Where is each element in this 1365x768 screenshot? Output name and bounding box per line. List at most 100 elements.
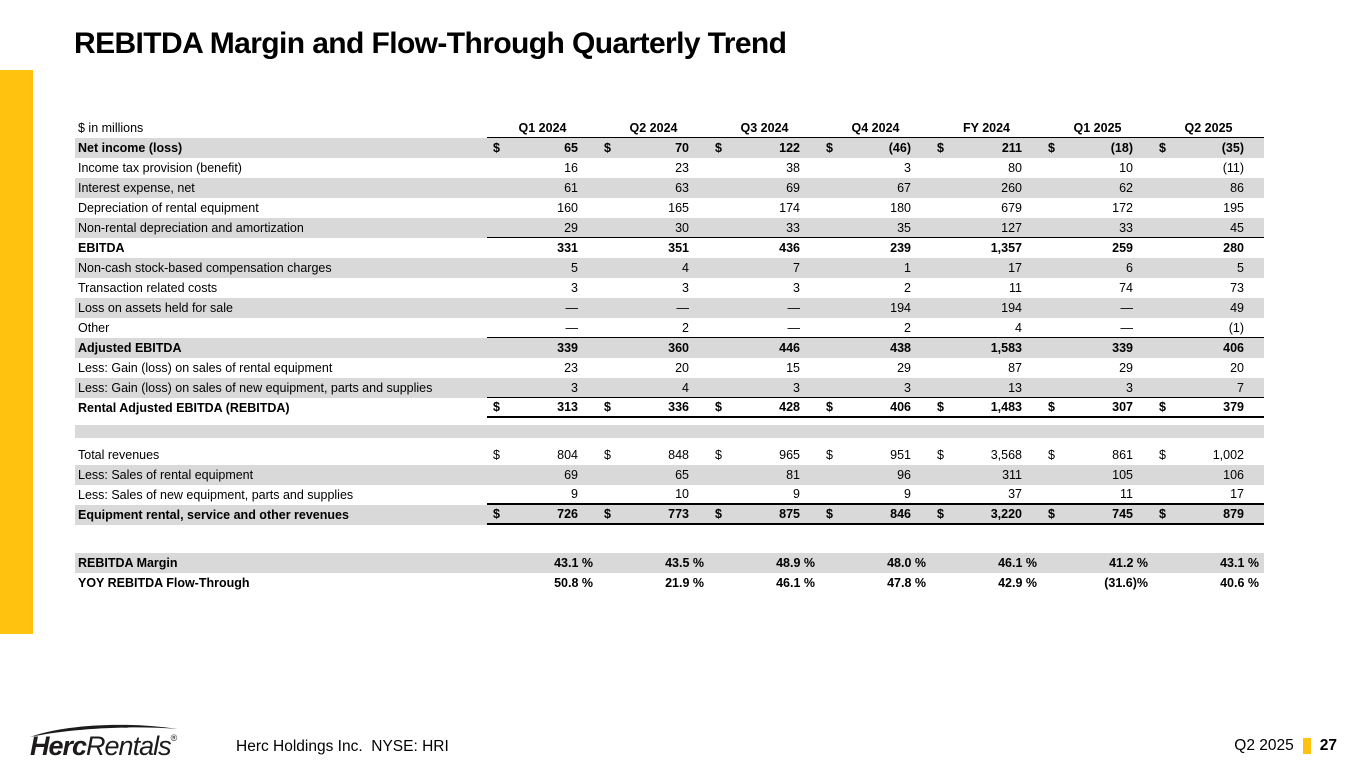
row-label: REBITDA Margin: [78, 556, 178, 570]
cell-value: 70: [675, 141, 689, 155]
cell-value: 339: [1112, 341, 1133, 355]
value-cell: 4: [931, 318, 1042, 337]
value-cell: 6: [1042, 258, 1153, 278]
table-unit-label: $ in millions: [78, 121, 144, 135]
row-label: Equipment rental, service and other reve…: [78, 508, 349, 522]
table-row: Non-cash stock-based compensation charge…: [75, 258, 1264, 278]
table-row: Transaction related costs 3 3 3 2 11 74 73: [75, 278, 1264, 298]
cell-value: 3: [904, 380, 911, 395]
row-label: Loss on assets held for sale: [78, 301, 233, 315]
value-cell: 1: [820, 258, 931, 278]
row-label: Income tax provision (benefit): [78, 161, 242, 175]
value-cell: 406: [1153, 338, 1264, 358]
cell-value: 11: [1120, 487, 1133, 501]
cell-value: 3,568: [990, 448, 1022, 462]
column-header: Q1 2024: [487, 118, 598, 137]
column-header-label: FY 2024: [962, 120, 1011, 135]
dollar-sign: $: [493, 507, 500, 521]
page-marker-icon: [1302, 738, 1311, 754]
cell-value: 1,483: [990, 400, 1022, 414]
cell-value: 9: [571, 487, 578, 501]
value-cell: 2: [820, 318, 931, 337]
row-label: Non-cash stock-based compensation charge…: [78, 261, 332, 275]
table-row: Less: Sales of new equipment, parts and …: [75, 485, 1264, 505]
row-values: 43.1 % 43.5 % 48.9 % 48.0 % 46.1 % 41.2 % 43.1…: [487, 553, 1264, 573]
dollar-sign: $: [715, 141, 722, 155]
value-cell: $211: [931, 138, 1042, 158]
page-title: REBITDA Margin and Flow-Through Quarterl…: [74, 27, 787, 60]
cell-value: 23: [564, 361, 578, 375]
cell-value: 33: [1119, 220, 1133, 235]
row-label: EBITDA: [78, 241, 125, 255]
row-values: 9 10 9 9 37 11 17: [487, 485, 1264, 505]
row-values: — — — 194 194 — 49: [487, 298, 1264, 318]
cell-value: 86: [1230, 181, 1244, 195]
value-cell: 360: [598, 338, 709, 358]
cell-value: 13: [1008, 380, 1022, 395]
value-cell: 42.9 %: [931, 573, 1042, 593]
table-gap-row: [75, 525, 1264, 553]
value-cell: —: [487, 298, 598, 318]
row-values: 331 351 436 239 1,357 259 280: [487, 238, 1264, 258]
value-cell: $ (35): [1153, 138, 1264, 158]
value-cell: 80: [931, 158, 1042, 178]
value-cell: 48.0 %: [820, 553, 931, 573]
column-header: Q2 2024: [598, 118, 709, 137]
value-cell: 13: [931, 378, 1042, 397]
value-cell: 1,583: [931, 338, 1042, 358]
cell-value: 379: [1223, 400, 1244, 414]
cell-value: 311: [1002, 468, 1022, 482]
value-cell: 7: [1153, 378, 1264, 397]
table-header-columns: Q1 2024 Q2 2024 Q3 2024 Q4 2024 FY 2024 Q1 20…: [487, 118, 1264, 138]
value-cell: 29: [820, 358, 931, 378]
row-label: Less: Sales of rental equipment: [78, 468, 254, 482]
value-cell: 339: [1042, 338, 1153, 358]
cell-value: 406: [1223, 341, 1244, 355]
cell-value: 4: [682, 380, 689, 395]
value-cell: 29: [1042, 358, 1153, 378]
cell-value: 48.9 %: [776, 556, 815, 570]
left-accent-bar: [0, 70, 33, 634]
cell-value: 726: [557, 507, 578, 521]
cell-value: 879: [1223, 507, 1244, 521]
value-cell: $313: [487, 398, 598, 416]
value-cell: 9: [820, 485, 931, 503]
value-cell: 106: [1153, 465, 1264, 485]
cell-value: 23: [675, 161, 689, 175]
cell-value: 7: [793, 261, 800, 275]
value-cell: 2: [598, 318, 709, 337]
cell-value: 194: [890, 301, 911, 315]
cell-value: 2: [904, 320, 911, 335]
value-cell: 259: [1042, 238, 1153, 258]
row-values: 16 23 38 3 80 10 (11): [487, 158, 1264, 178]
value-cell: 37: [931, 485, 1042, 503]
value-cell: 11: [1042, 485, 1153, 503]
cell-value: 122: [779, 141, 800, 155]
value-cell: 4: [598, 258, 709, 278]
value-cell: 47.8 %: [820, 573, 931, 593]
footer-period: Q2 2025: [1234, 737, 1294, 754]
value-cell: 23: [487, 358, 598, 378]
row-label: Rental Adjusted EBITDA (REBITDA): [78, 401, 290, 415]
cell-value: 38: [786, 161, 800, 175]
value-cell: 48.9 %: [709, 553, 820, 573]
cell-value: —: [787, 320, 801, 335]
value-cell: $379: [1153, 398, 1264, 416]
cell-value: 339: [557, 341, 578, 355]
value-cell: $428: [709, 398, 820, 416]
value-cell: 260: [931, 178, 1042, 198]
value-cell: 2: [820, 278, 931, 298]
cell-value: 3: [793, 281, 800, 295]
column-header: Q3 2024: [709, 118, 820, 137]
row-values: 69 65 81 96 311 105 106: [487, 465, 1264, 485]
cell-value: 875: [779, 507, 800, 521]
value-cell: 40.6 %: [1153, 573, 1264, 593]
table-row: Interest expense, net 61 63 69 67 260 62 86: [75, 178, 1264, 198]
value-cell: $861: [1042, 445, 1153, 465]
cell-value: —: [1120, 301, 1134, 315]
value-cell: (11): [1153, 158, 1264, 178]
value-cell: 172: [1042, 198, 1153, 218]
cell-value: 6: [1126, 261, 1133, 275]
dollar-sign: $: [1048, 507, 1055, 521]
value-cell: $1,002: [1153, 445, 1264, 465]
